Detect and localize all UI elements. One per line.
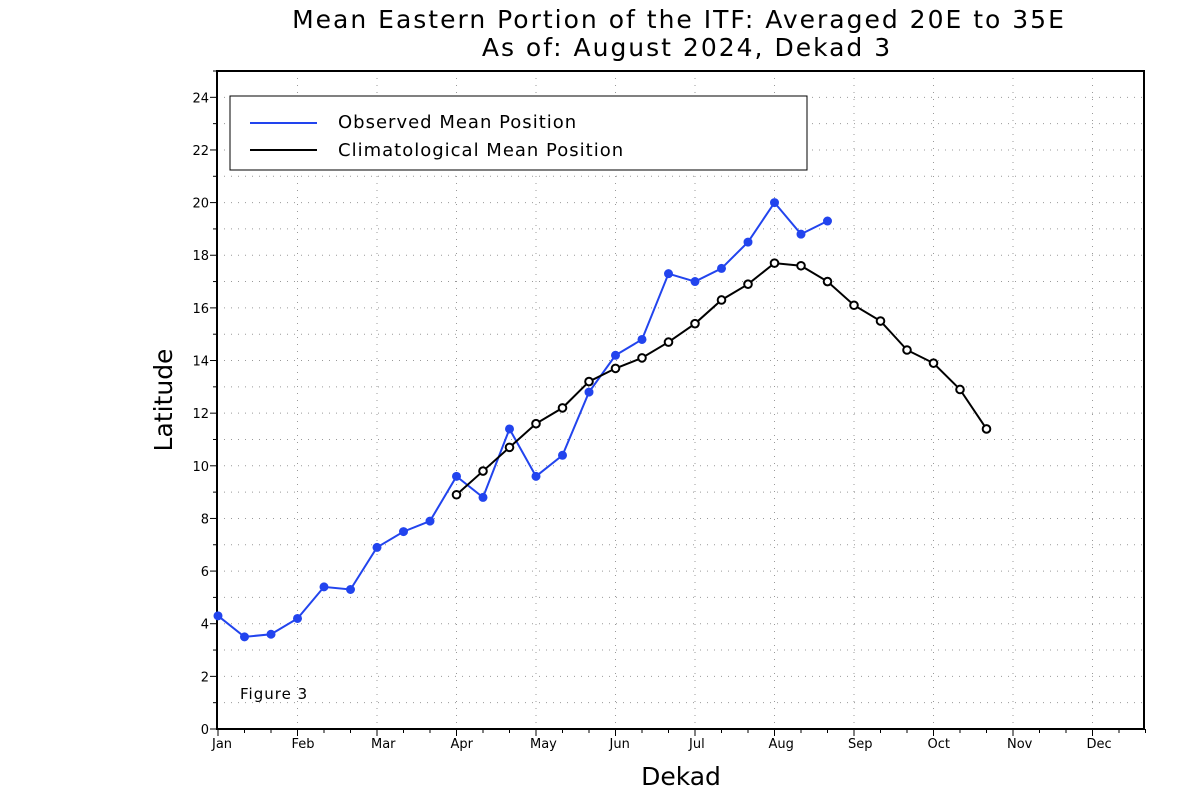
- data-point-series-0: [770, 198, 779, 208]
- data-point-series-0: [399, 527, 408, 537]
- x-tick-label: Jan: [211, 737, 232, 752]
- data-point-series-1: [557, 403, 568, 413]
- y-tick-label: 2: [201, 670, 209, 685]
- x-tick-label: Sep: [848, 737, 873, 752]
- series-line-0: [217, 200, 828, 638]
- data-point-series-0: [743, 237, 753, 247]
- x-tick-label: Mar: [371, 737, 396, 752]
- x-axis-label: Dekad: [641, 762, 721, 791]
- x-axis-ticks: Jan Feb Mar Apr May Jun Jul Aug Sep Oct Nov Dec: [211, 729, 1146, 752]
- x-tick-label: Feb: [292, 737, 315, 752]
- x-tick-label: May: [530, 737, 557, 752]
- legend-label-observed: Observed Mean Position: [338, 112, 577, 133]
- data-point-series-1: [875, 316, 886, 326]
- data-point-series-0: [717, 263, 726, 273]
- series-layer: [213, 198, 992, 642]
- data-point-series-1: [504, 442, 515, 453]
- chart-subtitle: As of: August 2024, Dekad 3: [482, 33, 892, 62]
- y-tick-label: 16: [192, 302, 209, 317]
- data-point-series-1: [637, 353, 647, 363]
- legend-box: [229, 95, 808, 171]
- data-point-series-0: [611, 350, 620, 360]
- y-axis-label: Latitude: [149, 349, 178, 452]
- data-point-series-1: [743, 279, 753, 289]
- data-point-series-1: [849, 300, 859, 311]
- data-point-series-0: [319, 582, 329, 592]
- data-point-series-0: [240, 632, 249, 642]
- data-point-series-0: [478, 492, 488, 502]
- grid-lines: [217, 71, 1144, 729]
- x-tick-label: Nov: [1007, 737, 1033, 752]
- data-point-series-0: [796, 229, 806, 239]
- x-tick-label: Jul: [688, 737, 705, 752]
- data-point-series-1: [796, 260, 806, 271]
- data-point-series-0: [372, 542, 382, 552]
- data-point-series-0: [266, 629, 276, 639]
- x-tick-label: Oct: [928, 737, 950, 752]
- x-tick-label: Aug: [769, 737, 794, 752]
- data-point-series-0: [213, 611, 223, 621]
- data-point-series-0: [584, 387, 594, 397]
- data-point-series-1: [584, 376, 594, 387]
- data-point-series-1: [716, 295, 727, 305]
- y-tick-label: 24: [192, 91, 209, 106]
- x-tick-label: Jun: [609, 737, 630, 752]
- data-point-series-0: [293, 613, 302, 623]
- data-point-series-1: [610, 363, 621, 374]
- chart-title: Mean Eastern Portion of the ITF: Average…: [292, 5, 1066, 34]
- data-point-series-0: [425, 516, 435, 526]
- title-group: Mean Eastern Portion of the ITF: Average…: [292, 5, 1066, 62]
- data-point-series-1: [690, 318, 700, 329]
- y-tick-label: 4: [201, 618, 209, 633]
- data-point-series-0: [346, 585, 355, 595]
- y-tick-label: 10: [192, 460, 209, 475]
- data-point-series-1: [928, 358, 939, 368]
- y-tick-label: 22: [192, 144, 209, 159]
- y-tick-label: 12: [192, 407, 209, 422]
- data-point-series-1: [531, 418, 541, 429]
- plot-area-frame: [216, 70, 1145, 730]
- data-point-series-0: [452, 471, 461, 481]
- data-point-series-0: [558, 450, 567, 460]
- y-tick-label: 8: [201, 512, 209, 527]
- figure-annotation: Figure 3: [240, 685, 308, 703]
- y-tick-label: 6: [201, 565, 209, 580]
- data-point-series-1: [822, 276, 833, 287]
- data-point-series-1: [769, 258, 780, 268]
- data-point-series-1: [478, 466, 488, 476]
- data-point-series-1: [451, 489, 462, 500]
- x-tick-label: Apr: [451, 737, 474, 752]
- y-tick-label: 20: [192, 197, 209, 212]
- data-point-series-1: [663, 337, 674, 347]
- data-point-series-0: [664, 269, 673, 279]
- y-tick-label: 14: [192, 355, 209, 370]
- data-point-series-0: [823, 216, 832, 226]
- data-point-series-0: [690, 277, 700, 287]
- data-point-series-1: [981, 424, 992, 434]
- data-point-series-0: [505, 424, 514, 434]
- y-tick-label: 18: [192, 249, 209, 264]
- data-point-series-0: [531, 471, 541, 481]
- legend-label-climatological: Climatological Mean Position: [338, 140, 624, 161]
- data-point-series-1: [955, 384, 965, 395]
- data-point-series-0: [637, 334, 647, 344]
- x-tick-label: Dec: [1087, 737, 1112, 752]
- legend: Observed Mean Position Climatological Me…: [229, 95, 808, 171]
- y-tick-label: 0: [201, 723, 209, 738]
- data-point-series-1: [902, 345, 912, 355]
